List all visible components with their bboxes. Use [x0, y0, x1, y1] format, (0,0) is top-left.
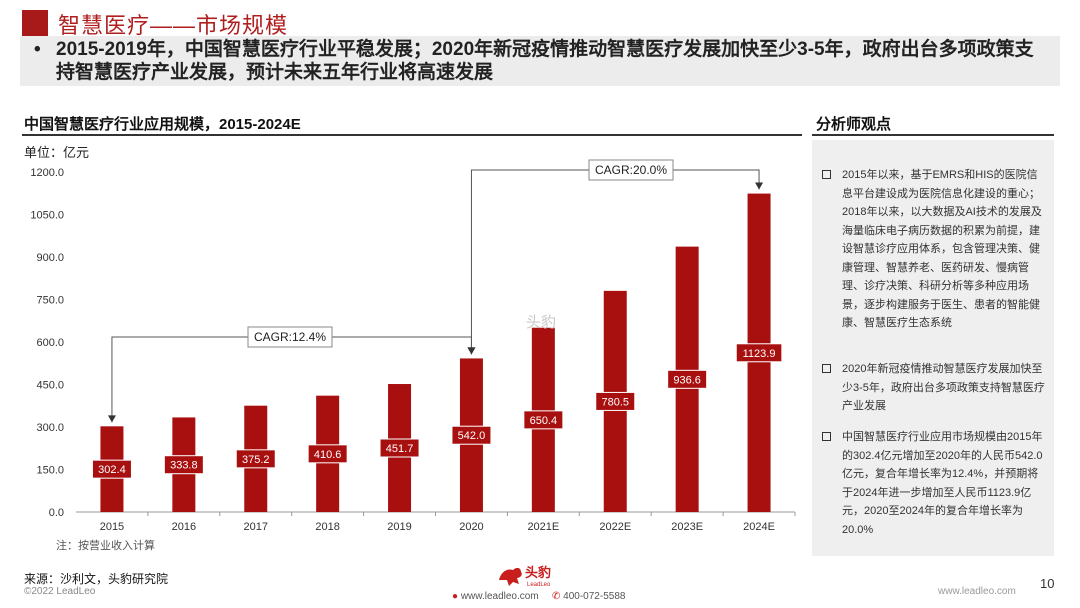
- data-label-box: [91, 459, 132, 479]
- cagr-arrowhead: [755, 182, 764, 190]
- globe-icon: ●: [452, 591, 459, 602]
- y-tick-label: 750.0: [36, 295, 64, 307]
- cagr-arrowhead: [467, 347, 476, 355]
- x-tick-label: 2018: [315, 521, 339, 533]
- x-tick-label: 2016: [172, 521, 196, 533]
- analyst-point: 2020年新冠疫情推动智慧医疗发展加快至少3-5年，政府出台多项政策支持智慧医疗…: [822, 360, 1048, 416]
- data-label: 936.6: [673, 374, 701, 386]
- data-label-box: [595, 391, 636, 411]
- leo-icon: [499, 567, 522, 586]
- data-label-box: [451, 425, 492, 445]
- data-label-box: [735, 343, 783, 363]
- analyst-point-text: 2015年以来，基于EMRS和HIS的医院信息平台建设成为医院信息化建设的重心；…: [842, 169, 1042, 329]
- analyst-point: 2015年以来，基于EMRS和HIS的医院信息平台建设成为医院信息化建设的重心；…: [822, 166, 1048, 333]
- x-tick-label: 2019: [387, 521, 411, 533]
- footer-phone[interactable]: ✆ 400-072-5588: [552, 591, 625, 602]
- analyst-point-text: 2020年新冠疫情推动智慧医疗发展加快至少3-5年，政府出台多项政策支持智慧医疗…: [842, 363, 1045, 412]
- cagr-label: CAGR:20.0%: [595, 163, 667, 177]
- cagr-bracket: [111, 336, 472, 423]
- analyst-point-text: 中国智慧医疗行业应用市场规模由2015年的302.4亿元增加至2020年的人民币…: [842, 431, 1043, 536]
- data-label: 650.4: [530, 415, 558, 427]
- checkbox-square-icon: [822, 364, 831, 373]
- summary-box: [20, 36, 1060, 86]
- y-tick-label: 900.0: [36, 252, 64, 264]
- data-label-box: [667, 369, 708, 389]
- data-label-box: [163, 455, 204, 475]
- x-tick-label: 2020: [459, 521, 483, 533]
- data-label-box: [523, 410, 564, 430]
- analyst-panel: [812, 140, 1054, 556]
- cagr-label-box: [588, 159, 674, 181]
- summary-text: 2015-2019年，中国智慧医疗行业平稳发展；2020年新冠疫情推动智慧医疗发…: [56, 39, 1034, 83]
- source-text: 来源：沙利文，头豹研究院: [24, 572, 169, 586]
- page-number: 10: [1040, 576, 1055, 591]
- data-label-box: [235, 449, 276, 469]
- y-tick-label: 450.0: [36, 380, 64, 392]
- y-tick-label: 150.0: [36, 465, 64, 477]
- data-label-box: [379, 438, 420, 458]
- x-tick-label: 2021E: [527, 521, 559, 533]
- footer-phone-text: 400-072-5588: [563, 591, 626, 602]
- checkbox-square-icon: [822, 170, 831, 179]
- title-accent-square: [22, 10, 48, 36]
- x-tick-label: 2017: [244, 521, 268, 533]
- unit-label: 单位：亿元: [24, 145, 90, 160]
- logo-text: 头豹: [525, 565, 551, 580]
- cagr-label: CAGR:12.4%: [254, 330, 326, 344]
- summary-bullet: •: [34, 39, 41, 60]
- data-label: 780.5: [601, 396, 629, 408]
- analyst-panel-rule: [812, 134, 1054, 136]
- watermark: 头豹: [526, 314, 557, 331]
- cagr-arrowhead: [107, 415, 116, 423]
- analyst-panel-title: 分析师观点: [816, 116, 892, 133]
- x-tick-label: 2024E: [743, 521, 775, 533]
- data-label: 451.7: [386, 443, 414, 455]
- footer-website-text: www.leadleo.com: [460, 591, 539, 602]
- checkbox-square-icon: [822, 432, 831, 441]
- copyright-text: ©2022 LeadLeo: [24, 586, 96, 597]
- data-label: 333.8: [170, 460, 198, 472]
- y-tick-label: 0.0: [49, 507, 64, 519]
- leadleo-logo: 头豹 LeadLeo: [499, 565, 551, 588]
- y-tick-label: 600.0: [36, 337, 64, 349]
- data-label: 410.6: [314, 449, 342, 461]
- footer-website[interactable]: ● www.leadleo.com: [452, 591, 539, 602]
- analyst-point: 中国智慧医疗行业应用市场规模由2015年的302.4亿元增加至2020年的人民币…: [822, 428, 1048, 539]
- x-tick-label: 2022E: [599, 521, 631, 533]
- data-label: 1123.9: [743, 348, 776, 360]
- footer-site-text[interactable]: www.leadleo.com: [938, 586, 1016, 597]
- chart-note: 注：按营业收入计算: [56, 540, 155, 552]
- y-tick-label: 300.0: [36, 422, 64, 434]
- chart-title-rule: [22, 134, 802, 136]
- data-label: 302.4: [98, 464, 126, 476]
- x-tick-label: 2015: [100, 521, 124, 533]
- y-tick-label: 1050.0: [30, 210, 64, 222]
- chart-title: 中国智慧医疗行业应用规模，2015-2024E: [24, 116, 301, 133]
- data-label: 542.0: [458, 430, 486, 442]
- y-tick-label: 1200.0: [30, 167, 64, 179]
- x-tick-label: 2023E: [671, 521, 703, 533]
- cagr-label-box: [247, 326, 333, 348]
- data-label: 375.2: [242, 454, 270, 466]
- phone-icon: ✆: [552, 591, 561, 602]
- data-label-box: [307, 444, 348, 464]
- page-title: 智慧医疗——市场规模: [58, 13, 289, 38]
- bar-chart: 0.0 150.0 300.0 450.0 600.0 750.0 900.0 1050.0 1…: [30, 159, 796, 533]
- logo-subtext: LeadLeo: [527, 582, 551, 588]
